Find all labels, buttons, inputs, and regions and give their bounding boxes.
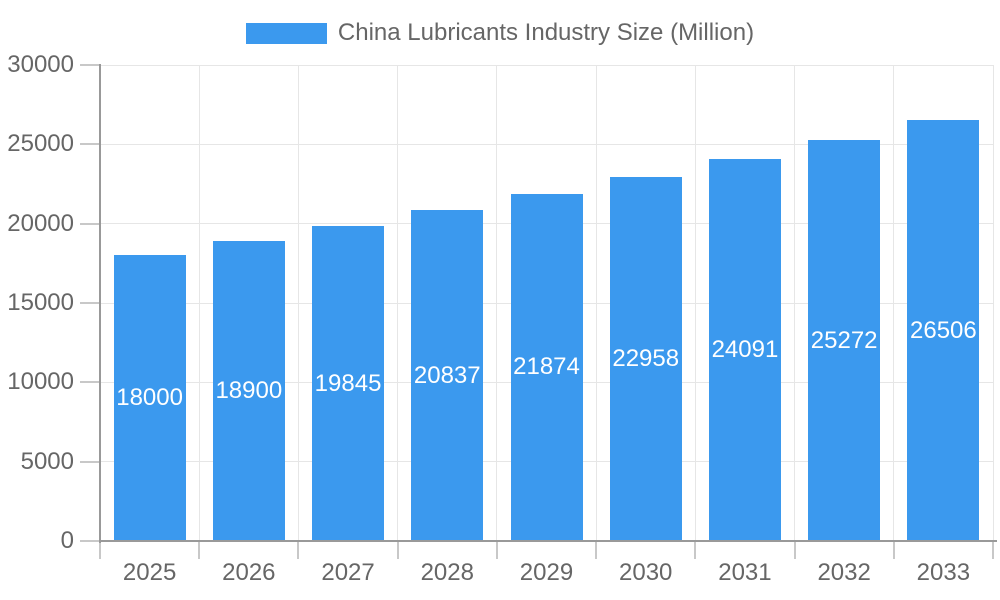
x-axis-tick-mark xyxy=(99,541,101,559)
x-axis-tick-label: 2030 xyxy=(619,559,673,586)
y-axis-tick-label: 30000 xyxy=(7,51,74,78)
y-axis-tick-mark xyxy=(80,302,100,304)
legend-label: China Lubricants Industry Size (Million) xyxy=(337,19,755,46)
x-axis-tick-label: 2028 xyxy=(420,559,474,586)
y-axis-tick-label: 10000 xyxy=(7,368,74,396)
gridline-horizontal xyxy=(100,143,993,145)
y-axis-line xyxy=(99,64,101,543)
bar-value-label: 21874 xyxy=(513,353,580,381)
bar-2031[interactable]: 24091 xyxy=(708,158,781,541)
bar-2029[interactable]: 21874 xyxy=(510,193,583,541)
gridline-vertical xyxy=(694,65,696,541)
x-axis-tick-label: 2026 xyxy=(222,559,276,586)
y-axis-tick-mark xyxy=(80,64,100,66)
x-axis-tick-label: 2033 xyxy=(916,559,971,586)
x-axis-tick-label: 2027 xyxy=(321,559,375,586)
x-axis-tick-label: 2029 xyxy=(519,559,574,586)
bar-value-label: 20837 xyxy=(413,361,481,389)
x-axis-tick-label: 2025 xyxy=(122,559,177,586)
bar-value-label: 18000 xyxy=(116,384,183,412)
bar-2026[interactable]: 18900 xyxy=(212,241,285,541)
x-axis-tick-label: 2031 xyxy=(718,559,772,586)
x-axis-tick-mark xyxy=(297,541,300,559)
x-axis-tick-mark xyxy=(198,541,201,559)
gridline-horizontal xyxy=(100,64,993,66)
y-axis-tick-label: 0 xyxy=(60,527,74,554)
x-axis-tick-mark xyxy=(892,541,895,559)
gridline-vertical xyxy=(496,65,498,541)
y-axis-tick-mark xyxy=(80,460,100,463)
y-axis-tick-label: 20000 xyxy=(7,209,74,237)
y-axis-tick-mark xyxy=(80,143,100,146)
x-axis-tick-label: 2032 xyxy=(817,559,871,586)
x-axis-line xyxy=(99,540,997,542)
x-axis-tick-mark xyxy=(495,541,498,559)
y-axis-tick-label: 25000 xyxy=(7,130,74,158)
x-axis-tick-mark xyxy=(992,541,994,559)
x-axis-tick-mark xyxy=(694,541,697,559)
bar-2025[interactable]: 18000 xyxy=(113,255,186,541)
bar-2028[interactable]: 20837 xyxy=(411,210,484,541)
bar-2033[interactable]: 26506 xyxy=(907,120,980,541)
bar-2030[interactable]: 22958 xyxy=(609,176,682,541)
y-axis-tick-label: 15000 xyxy=(7,289,74,316)
x-axis-tick-mark xyxy=(595,541,598,559)
legend-swatch xyxy=(245,22,327,44)
y-axis-tick-label: 5000 xyxy=(20,447,74,475)
legend[interactable]: China Lubricants Industry Size (Million) xyxy=(0,18,1000,48)
gridline-vertical xyxy=(397,65,399,541)
y-axis-tick-mark xyxy=(80,540,100,542)
bar-value-label: 26506 xyxy=(910,316,977,344)
x-axis-tick-mark xyxy=(396,541,399,559)
y-axis-tick-mark xyxy=(80,222,100,225)
bar-value-label: 18900 xyxy=(215,377,283,405)
gridline-vertical xyxy=(595,65,597,541)
bar-value-label: 19845 xyxy=(314,369,382,397)
gridline-vertical xyxy=(198,65,200,541)
bar-value-label: 22958 xyxy=(612,344,680,372)
gridline-vertical xyxy=(297,65,299,541)
gridline-vertical xyxy=(794,65,796,541)
bar-value-label: 25272 xyxy=(810,326,878,354)
gridline-vertical xyxy=(992,65,994,541)
y-axis-tick-mark xyxy=(80,381,100,384)
gridline-vertical xyxy=(893,65,895,541)
bar-value-label: 24091 xyxy=(711,335,779,363)
bar-2032[interactable]: 25272 xyxy=(808,140,881,541)
x-axis-tick-mark xyxy=(793,541,796,559)
bar-2027[interactable]: 19845 xyxy=(312,226,385,541)
